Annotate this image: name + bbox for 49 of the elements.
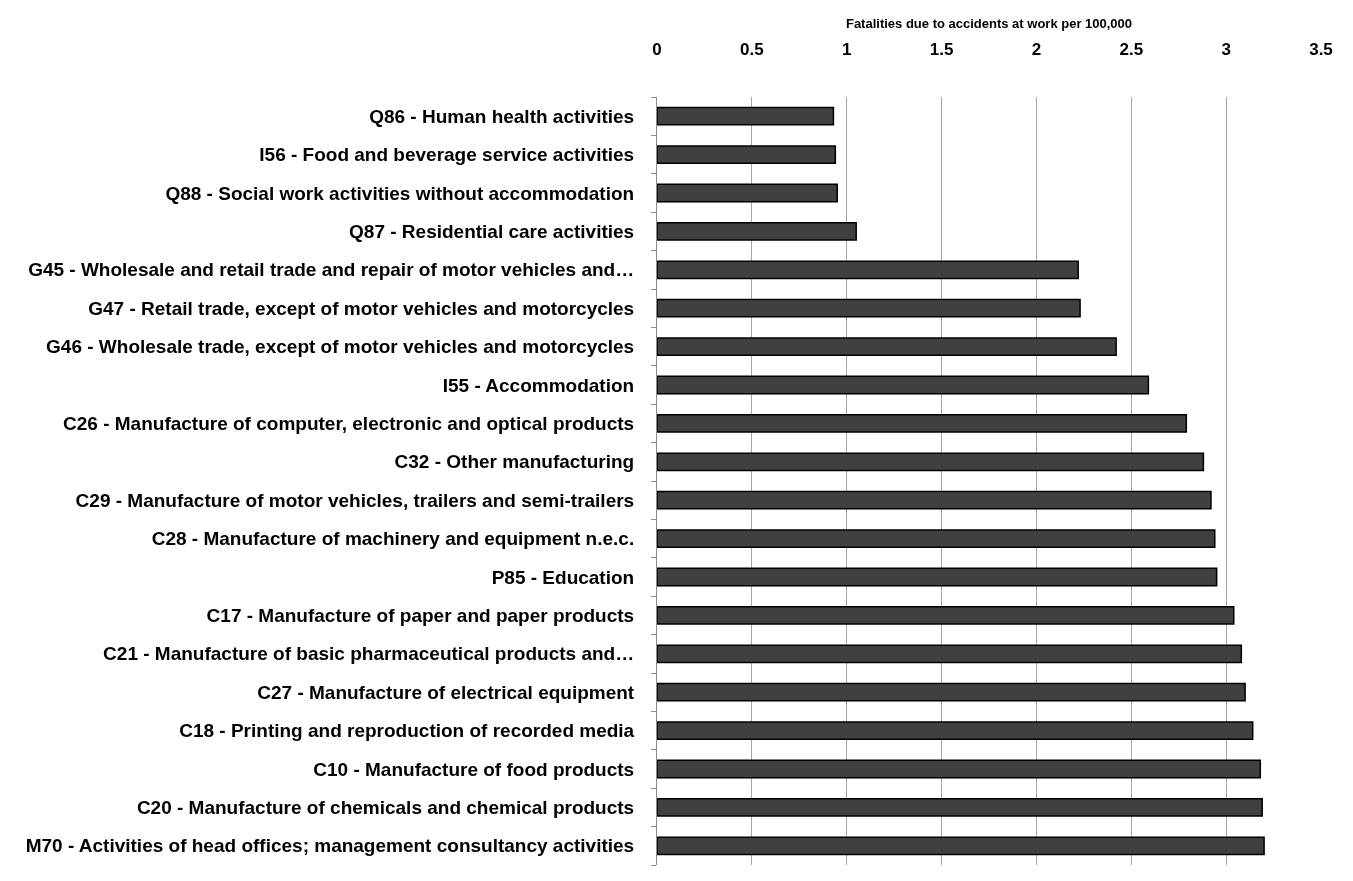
y-tick-label: P85 - Education [491, 566, 635, 588]
x-tick-label: 2 [1031, 39, 1042, 59]
x-tick-label: 2.5 [1119, 39, 1144, 59]
bar [657, 567, 1218, 587]
y-tick-label: I56 - Food and beverage service activities [259, 144, 635, 166]
bar [657, 721, 1254, 740]
y-tick-label: C26 - Manufacture of computer, electronic and optical products [63, 413, 635, 435]
bar [657, 606, 1235, 625]
y-tick-label: C18 - Printing and reproduction of recorded media [179, 720, 635, 742]
x-tick-label: 3 [1221, 39, 1231, 59]
y-tick-label: C20 - Manufacture of chemicals and chemical products [136, 797, 635, 819]
bar [657, 106, 835, 126]
bar [657, 414, 1188, 433]
y-tick-label: G45 - Wholesale and retail trade and repair of motor vehicles and… [28, 259, 635, 281]
bar [657, 644, 1243, 664]
y-tick-label: C27 - Manufacture of electrical equipment [257, 681, 635, 703]
bar [657, 375, 1150, 395]
x-axis-title: Fatalities due to accidents at work per 100,000 [845, 15, 1133, 31]
y-tick-label: M70 - Activities of head offices; management consultancy activities [25, 835, 635, 857]
y-tick-label: C21 - Manufacture of basic pharmaceutical products and… [103, 643, 635, 665]
y-tick-label: G47 - Retail trade, except of motor vehicles and motorcycles [88, 297, 635, 319]
y-tick-label: Q88 - Social work activities without accommodation [165, 182, 635, 204]
bar [657, 452, 1205, 472]
bar [657, 682, 1246, 702]
bar [657, 298, 1081, 318]
bar [657, 529, 1216, 548]
y-tick-label: Q86 - Human health activities [369, 105, 635, 127]
y-tick-label: C10 - Manufacture of food products [313, 758, 635, 780]
bar [657, 798, 1263, 817]
x-tick-label: 3.5 [1309, 39, 1333, 59]
y-tick-label: C29 - Manufacture of motor vehicles, trailers and semi-trailers [75, 489, 635, 511]
bar [657, 183, 838, 203]
x-tick-label: 1.5 [929, 39, 954, 59]
bar [657, 759, 1262, 779]
x-tick-label: 1 [841, 39, 852, 59]
y-tick-label: Q87 - Residential care activities [349, 221, 635, 243]
bar [657, 490, 1212, 510]
y-tick-label: C28 - Manufacture of machinery and equipment n.e.c. [151, 528, 635, 550]
x-tick-label: 0.5 [740, 39, 764, 59]
x-tick-label: 0 [652, 39, 662, 59]
y-tick-label: C32 - Other manufacturing [394, 451, 635, 473]
y-tick-label: I55 - Accommodation [442, 374, 635, 396]
bar [657, 337, 1117, 356]
y-tick-label: G46 - Wholesale trade, except of motor vehicles and motorcycles [46, 336, 635, 358]
bar [657, 836, 1265, 856]
y-tick-label: C17 - Manufacture of paper and paper products [206, 605, 635, 627]
bar [657, 260, 1079, 280]
bar [657, 222, 857, 241]
bar [657, 145, 837, 164]
